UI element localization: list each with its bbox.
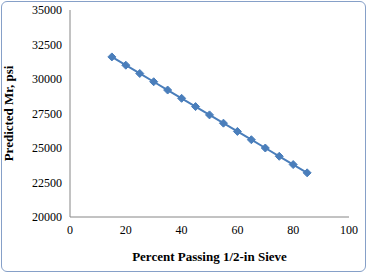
svg-text:25000: 25000 xyxy=(32,141,62,155)
svg-text:30000: 30000 xyxy=(32,72,62,86)
svg-text:Predicted Mr, psi: Predicted Mr, psi xyxy=(8,65,16,161)
svg-text:32500: 32500 xyxy=(32,38,62,52)
svg-text:80: 80 xyxy=(287,223,299,237)
svg-text:0: 0 xyxy=(67,223,73,237)
svg-text:100: 100 xyxy=(340,223,358,237)
svg-text:22500: 22500 xyxy=(32,176,62,190)
svg-text:27500: 27500 xyxy=(32,107,62,121)
svg-text:20000: 20000 xyxy=(32,210,62,224)
svg-text:60: 60 xyxy=(231,223,243,237)
svg-text:40: 40 xyxy=(176,223,188,237)
svg-text:Percent Passing 1/2-in Sieve: Percent Passing 1/2-in Sieve xyxy=(132,249,287,264)
svg-text:35000: 35000 xyxy=(32,3,62,17)
svg-text:20: 20 xyxy=(120,223,132,237)
